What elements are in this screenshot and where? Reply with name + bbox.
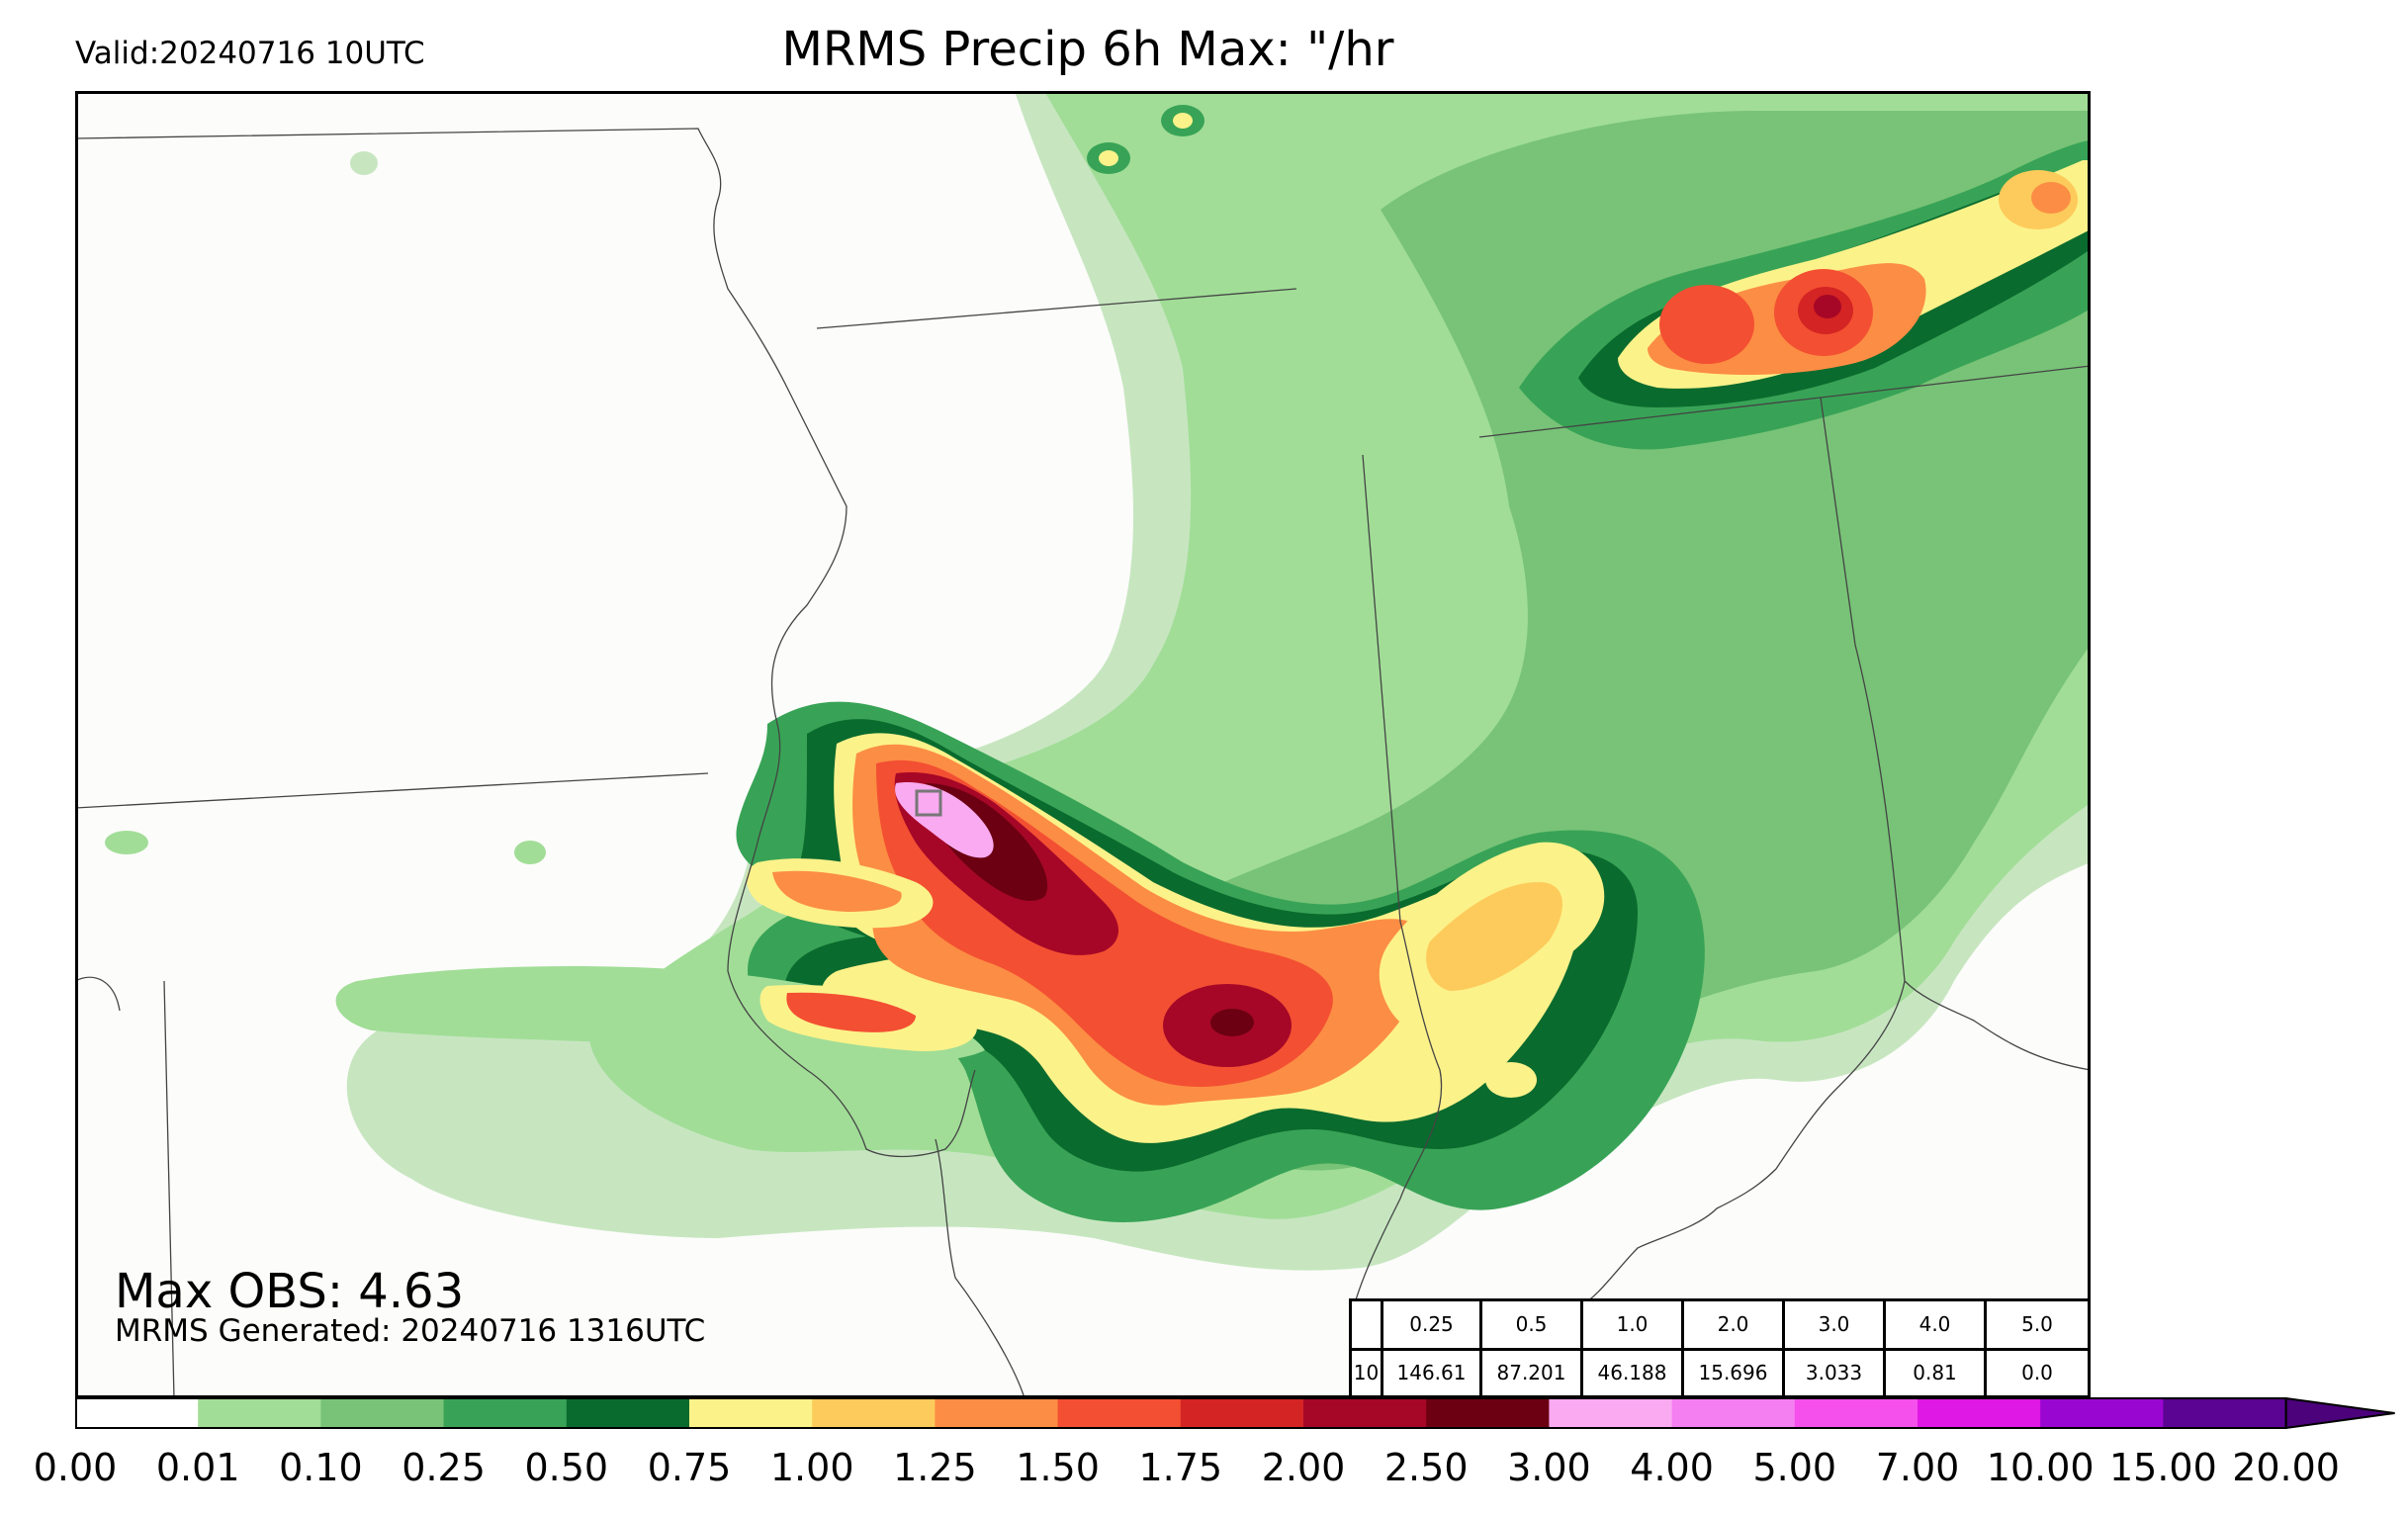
colorbar-tick-label: 0.25 [401,1446,486,1489]
state-borders [75,128,2091,1398]
colorbar-tick-label: 7.00 [1875,1446,1960,1489]
main-pink [895,782,994,858]
east-orange [1426,882,1562,991]
colorbar-swatch [2163,1398,2287,1428]
row-label-cell: 10 [1352,1351,1383,1398]
value-cell: 146.61 [1383,1351,1482,1398]
colorbar-swatch [1303,1398,1427,1428]
precip-map [75,91,2091,1398]
colorbar-tick-label: 20.00 [2232,1446,2340,1489]
max-obs-marker [915,789,942,817]
colorbar-tick-label: 0.50 [524,1446,609,1489]
west-blob-3 [350,151,378,175]
colorbar-tick-label: 1.50 [1016,1446,1100,1489]
colorbar-swatch [1057,1398,1182,1428]
max-obs-label: Max OBS: 4.63 [115,1264,465,1319]
colorbar-tick-label: 5.00 [1752,1446,1837,1489]
north-cell-1-core [1099,150,1118,166]
west-offshoot-orange [772,870,902,912]
valid-time-label: Valid:20240716 10UTC [75,36,425,71]
colorbar-swatch [689,1398,813,1428]
threshold-cell: 2.0 [1684,1301,1785,1351]
value-cell: 0.0 [1987,1351,2091,1398]
colorbar-swatch [1671,1398,1796,1428]
colorbar-tick-label: 2.00 [1261,1446,1346,1489]
colorbar-tick-label: 0.75 [647,1446,732,1489]
colorbar-tick-label: 4.00 [1630,1446,1714,1489]
colorbar-tick-label: 1.75 [1138,1446,1223,1489]
west-blob-1 [105,831,148,854]
north-cell-2-core [1173,113,1193,129]
value-cell: 0.81 [1886,1351,1987,1398]
colorbar-tick-label: 3.00 [1507,1446,1591,1489]
value-cell: 3.033 [1785,1351,1886,1398]
threshold-cell: 1.0 [1583,1301,1684,1351]
generated-label: MRMS Generated: 20240716 1316UTC [115,1313,706,1349]
colorbar-tick-label: 0.00 [33,1446,118,1489]
colorbar-swatch [1917,1398,2041,1428]
colorbar-tick-label: 0.01 [155,1446,240,1489]
value-cell: 15.696 [1684,1351,1785,1398]
east-cell-small [1485,1062,1537,1098]
colorbar-swatch [75,1398,199,1428]
value-cell: 87.201 [1482,1351,1583,1398]
stats-table: 0.25 0.5 1.0 2.0 3.0 4.0 5.0 10 146.61 8… [1349,1298,2091,1398]
threshold-cell: 4.0 [1886,1301,1987,1351]
colorbar-outline [75,1397,2287,1429]
colorbar-extend-arrow [2284,1396,2395,1430]
map-title: MRMS Precip 6h Max: "/hr [781,22,1394,77]
value-cell: 46.188 [1583,1351,1684,1398]
west-blob-2 [514,841,546,864]
colorbar-tick-label: 15.00 [2108,1446,2217,1489]
colorbar-swatch [566,1398,690,1428]
colorbar [75,1396,2395,1430]
threshold-cell: 3.0 [1785,1301,1886,1351]
colorbar-tick-label: 1.00 [769,1446,854,1489]
colorbar-swatch [2040,1398,2164,1428]
threshold-cell: 0.25 [1383,1301,1482,1351]
colorbar-tick-label: 10.00 [1986,1446,2095,1489]
colorbar-tick-label: 1.25 [893,1446,977,1489]
stats-corner [1352,1301,1383,1351]
colorbar-swatch [812,1398,936,1428]
ne-cell-2-max [1814,295,1841,318]
colorbar-swatch [1794,1398,1918,1428]
colorbar-swatch [198,1398,321,1428]
colorbar-swatch [443,1398,568,1428]
threshold-cell: 0.5 [1482,1301,1583,1351]
colorbar-swatch [1549,1398,1673,1428]
colorbar-swatch [1426,1398,1550,1428]
colorbar-tick-label: 2.50 [1383,1446,1469,1489]
colorbar-swatch [935,1398,1059,1428]
ne-cell-3-core [2031,182,2071,214]
threshold-cell: 5.0 [1987,1301,2091,1351]
ne-cell-1 [1659,285,1754,364]
colorbar-swatch [1180,1398,1304,1428]
colorbar-swatch [320,1398,445,1428]
main-secondary-max [1210,1009,1254,1036]
colorbar-tick-label: 0.10 [279,1446,363,1489]
south-streak-red [786,992,916,1032]
